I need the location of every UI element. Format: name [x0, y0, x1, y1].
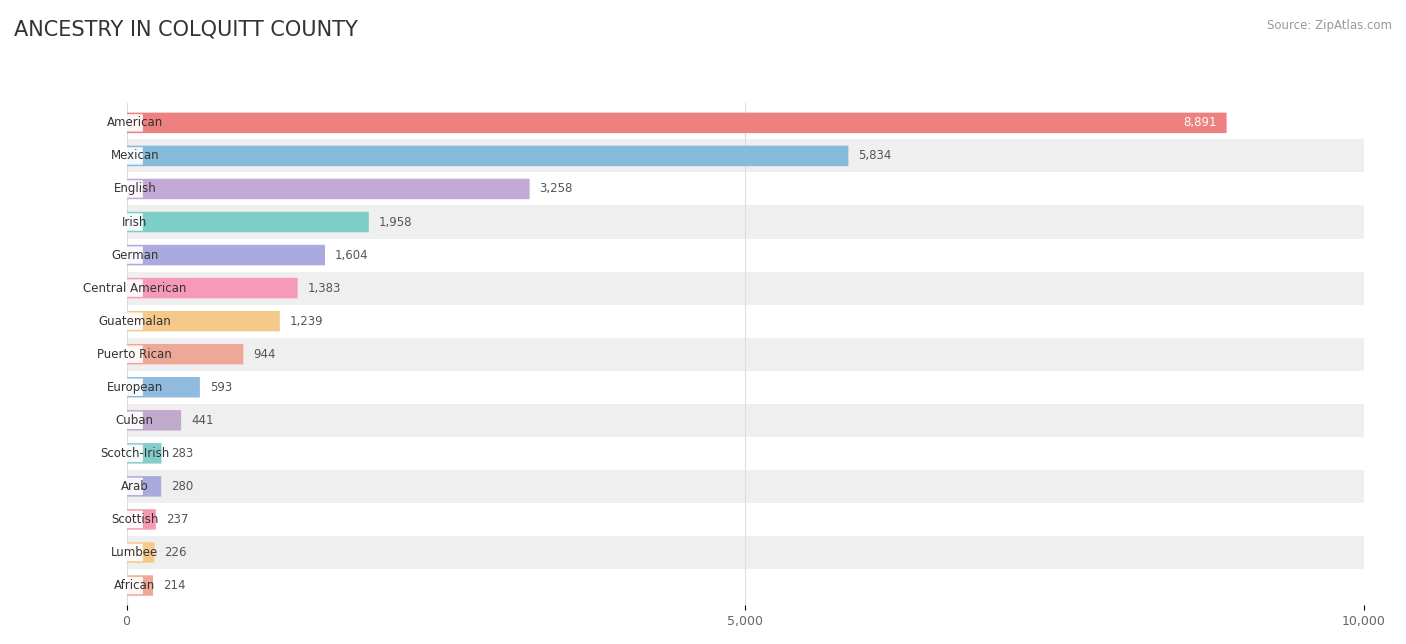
Text: European: European	[107, 381, 163, 393]
Text: 1,958: 1,958	[378, 216, 412, 229]
Bar	[127, 437, 1364, 470]
FancyBboxPatch shape	[127, 212, 368, 232]
Text: 593: 593	[209, 381, 232, 393]
FancyBboxPatch shape	[127, 476, 162, 497]
Text: 5,834: 5,834	[858, 149, 891, 162]
Text: German: German	[111, 249, 159, 261]
Text: African: African	[114, 579, 156, 592]
Bar	[127, 536, 1364, 569]
Text: Irish: Irish	[122, 216, 148, 229]
Text: Guatemalan: Guatemalan	[98, 315, 172, 328]
FancyBboxPatch shape	[127, 180, 143, 198]
Text: 944: 944	[253, 348, 276, 361]
FancyBboxPatch shape	[127, 379, 143, 396]
Text: English: English	[114, 182, 156, 196]
Text: 8,891: 8,891	[1184, 117, 1216, 129]
FancyBboxPatch shape	[127, 245, 325, 265]
Text: 280: 280	[172, 480, 194, 493]
FancyBboxPatch shape	[127, 247, 143, 264]
FancyBboxPatch shape	[127, 344, 243, 365]
FancyBboxPatch shape	[127, 444, 143, 462]
FancyBboxPatch shape	[127, 311, 280, 332]
FancyBboxPatch shape	[127, 114, 143, 131]
Text: 283: 283	[172, 447, 194, 460]
FancyBboxPatch shape	[127, 412, 143, 429]
Text: Central American: Central American	[83, 281, 187, 294]
FancyBboxPatch shape	[127, 113, 1226, 133]
Text: 226: 226	[165, 546, 187, 559]
Bar	[127, 205, 1364, 238]
Text: 1,239: 1,239	[290, 315, 323, 328]
Bar	[127, 503, 1364, 536]
Bar	[127, 337, 1364, 371]
Bar	[127, 470, 1364, 503]
FancyBboxPatch shape	[127, 146, 848, 166]
Bar	[127, 404, 1364, 437]
FancyBboxPatch shape	[127, 147, 143, 165]
Text: Cuban: Cuban	[115, 414, 153, 427]
Bar	[127, 569, 1364, 602]
Text: Source: ZipAtlas.com: Source: ZipAtlas.com	[1267, 19, 1392, 32]
Bar	[127, 139, 1364, 173]
FancyBboxPatch shape	[127, 577, 143, 594]
FancyBboxPatch shape	[127, 511, 143, 528]
Text: 214: 214	[163, 579, 186, 592]
Text: Scotch-Irish: Scotch-Irish	[100, 447, 170, 460]
Text: ANCESTRY IN COLQUITT COUNTY: ANCESTRY IN COLQUITT COUNTY	[14, 19, 359, 39]
FancyBboxPatch shape	[127, 312, 143, 330]
FancyBboxPatch shape	[127, 509, 156, 529]
Text: Arab: Arab	[121, 480, 149, 493]
FancyBboxPatch shape	[127, 443, 162, 464]
Text: American: American	[107, 117, 163, 129]
Bar	[127, 305, 1364, 337]
Text: Mexican: Mexican	[111, 149, 159, 162]
FancyBboxPatch shape	[127, 279, 143, 297]
Bar	[127, 106, 1364, 139]
FancyBboxPatch shape	[127, 278, 298, 298]
Bar	[127, 173, 1364, 205]
FancyBboxPatch shape	[127, 410, 181, 431]
Text: Scottish: Scottish	[111, 513, 159, 526]
FancyBboxPatch shape	[127, 478, 143, 495]
Bar	[127, 272, 1364, 305]
Text: Puerto Rican: Puerto Rican	[97, 348, 172, 361]
Text: Lumbee: Lumbee	[111, 546, 159, 559]
Bar	[127, 238, 1364, 272]
Bar	[127, 371, 1364, 404]
FancyBboxPatch shape	[127, 377, 200, 397]
Text: 1,383: 1,383	[308, 281, 340, 294]
Text: 237: 237	[166, 513, 188, 526]
FancyBboxPatch shape	[127, 179, 530, 199]
FancyBboxPatch shape	[127, 345, 143, 363]
Text: 441: 441	[191, 414, 214, 427]
Text: 1,604: 1,604	[335, 249, 368, 261]
FancyBboxPatch shape	[127, 213, 143, 231]
Text: 3,258: 3,258	[540, 182, 572, 196]
FancyBboxPatch shape	[127, 575, 153, 596]
FancyBboxPatch shape	[127, 544, 143, 561]
FancyBboxPatch shape	[127, 542, 155, 563]
